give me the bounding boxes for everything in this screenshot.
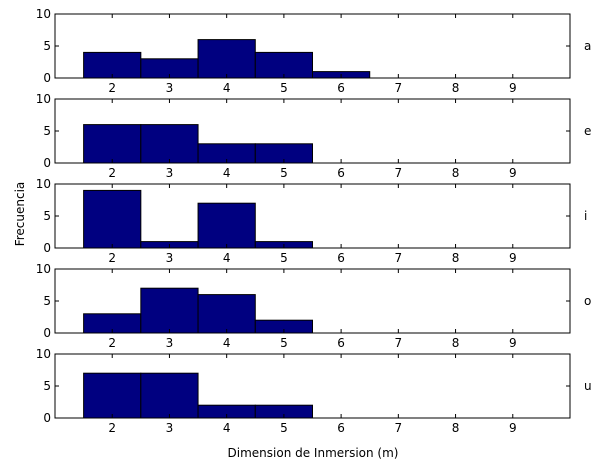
x-tick-label: 2	[108, 421, 116, 435]
x-tick-label: 4	[223, 421, 231, 435]
y-tick-label: 5	[43, 294, 51, 308]
panel-o: 0 5 10 2 3 4 5 6 7 8 9 o	[36, 262, 592, 350]
panel-label-o: o	[584, 294, 591, 308]
x-tick-label: 9	[509, 421, 517, 435]
y-tick-label: 0	[43, 411, 51, 425]
x-tick-label: 8	[452, 251, 460, 265]
y-tick-label: 0	[43, 326, 51, 340]
x-tick-label: 9	[509, 336, 517, 350]
x-tick-label: 7	[395, 336, 403, 350]
x-tick-label: 8	[452, 421, 460, 435]
x-tick-label: 6	[337, 251, 345, 265]
x-tick-label: 8	[452, 336, 460, 350]
x-tick-label: 5	[280, 166, 288, 180]
x-tick-label: 8	[452, 166, 460, 180]
y-tick-label: 10	[36, 262, 51, 276]
x-tick-label: 7	[395, 421, 403, 435]
x-tick-label: 4	[223, 81, 231, 95]
x-tick-label: 9	[509, 166, 517, 180]
y-tick-label: 0	[43, 156, 51, 170]
bar-a-5	[254, 51, 313, 79]
x-tick-label: 4	[223, 336, 231, 350]
x-tick-label: 6	[337, 166, 345, 180]
panel-label-a: a	[584, 39, 591, 53]
x-tick-label: 7	[395, 251, 403, 265]
bar-o-3	[140, 287, 199, 334]
bar-o-4	[197, 294, 256, 334]
x-tick-label: 5	[280, 421, 288, 435]
y-tick-label: 5	[43, 209, 51, 223]
x-tick-label: 3	[166, 421, 174, 435]
y-tick-label: 10	[36, 347, 51, 361]
x-axis-title: Dimension de Inmersion (m)	[228, 446, 399, 460]
x-tick-label: 2	[108, 336, 116, 350]
x-tick-label: 6	[337, 81, 345, 95]
x-tick-label: 9	[509, 81, 517, 95]
x-tick-label: 7	[395, 166, 403, 180]
x-tick-label: 4	[223, 251, 231, 265]
bar-e-3	[140, 124, 199, 164]
x-tick-label: 2	[108, 81, 116, 95]
bar-u-2	[83, 372, 142, 419]
x-tick-label: 7	[395, 81, 403, 95]
x-tick-label: 6	[337, 336, 345, 350]
panel-a: 0 5 10 2 3 4 5 6 7 8 9 a	[36, 7, 592, 95]
panel-label-u: u	[584, 379, 592, 393]
x-tick-label: 3	[166, 166, 174, 180]
x-tick-label: 4	[223, 166, 231, 180]
bar-a-4	[197, 39, 256, 79]
x-tick-label: 3	[166, 81, 174, 95]
y-tick-label: 10	[36, 92, 51, 106]
x-tick-label: 5	[280, 81, 288, 95]
x-tick-label: 3	[166, 336, 174, 350]
bar-i-2	[83, 189, 142, 249]
x-tick-label: 2	[108, 166, 116, 180]
panel-label-i: i	[584, 209, 587, 223]
y-tick-label: 10	[36, 177, 51, 191]
y-tick-label: 5	[43, 39, 51, 53]
bar-i-4	[197, 202, 256, 249]
x-tick-label: 2	[108, 251, 116, 265]
y-tick-label: 5	[43, 379, 51, 393]
x-tick-label: 5	[280, 336, 288, 350]
bar-a-2	[83, 51, 142, 79]
panel-u: 0 5 10 2 3 4 5 6 7 8 9 u	[36, 347, 592, 435]
x-tick-label: 9	[509, 251, 517, 265]
y-tick-label: 10	[36, 7, 51, 21]
y-axis-title: Frecuencia	[13, 182, 27, 247]
panel-e: 0 5 10 2 3 4 5 6 7 8 9 e	[36, 92, 592, 180]
y-tick-label: 5	[43, 124, 51, 138]
x-tick-label: 5	[280, 251, 288, 265]
bar-u-3	[140, 372, 199, 419]
y-tick-label: 0	[43, 71, 51, 85]
x-tick-label: 3	[166, 251, 174, 265]
x-tick-label: 6	[337, 421, 345, 435]
bar-e-2	[83, 124, 142, 164]
panel-label-e: e	[584, 124, 591, 138]
x-tick-label: 8	[452, 81, 460, 95]
panel-i: 0 5 10 2 3 4 5 6 7 8 9 i	[36, 177, 588, 265]
y-tick-label: 0	[43, 241, 51, 255]
